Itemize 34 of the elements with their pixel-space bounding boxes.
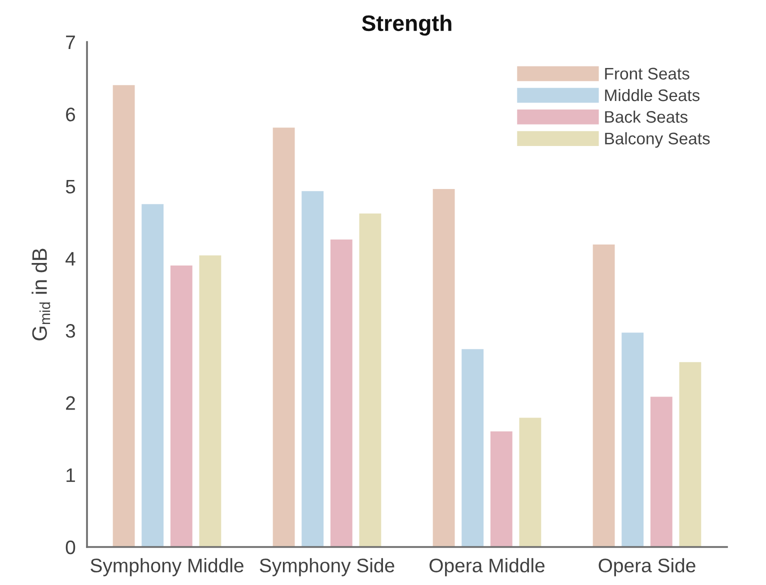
bar bbox=[329, 238, 354, 547]
bar bbox=[432, 188, 456, 547]
x-tick-label: Symphony Side bbox=[260, 558, 394, 576]
bar bbox=[460, 348, 485, 547]
y-tick-label: 7 bbox=[66, 36, 75, 50]
y-tick-label: 5 bbox=[66, 180, 76, 194]
bar bbox=[678, 361, 702, 547]
y-tick-label: 0 bbox=[66, 540, 76, 554]
y-tick-label: 3 bbox=[66, 324, 76, 338]
y-tick-label: 4 bbox=[66, 252, 76, 266]
bar bbox=[169, 264, 194, 547]
bar bbox=[518, 416, 542, 547]
bar bbox=[272, 126, 296, 547]
y-tick-label: 2 bbox=[66, 396, 75, 410]
bar bbox=[489, 430, 514, 547]
y-axis-title: G$_{mid}$ in dB bbox=[32, 248, 50, 340]
legend-label: Middle Seats bbox=[605, 88, 700, 102]
bar bbox=[358, 212, 382, 547]
bar bbox=[140, 203, 165, 547]
y-tick-label: 1 bbox=[66, 468, 75, 482]
x-tick-label: Opera Middle bbox=[430, 558, 544, 576]
bar bbox=[300, 190, 325, 547]
legend-label: Back Seats bbox=[605, 110, 688, 123]
y-tick-label: 6 bbox=[66, 108, 76, 122]
legend-label: Balcony Seats bbox=[605, 132, 710, 148]
x-tick-label: Opera Side bbox=[598, 558, 696, 576]
x-tick-label: Symphony Middle bbox=[90, 558, 244, 576]
bar bbox=[592, 243, 616, 547]
legend-label: Front Seats bbox=[605, 68, 690, 80]
bar bbox=[620, 331, 645, 547]
bar bbox=[649, 396, 674, 547]
chart-title: Strength bbox=[362, 14, 452, 36]
bar bbox=[198, 254, 222, 547]
bar bbox=[112, 84, 136, 547]
